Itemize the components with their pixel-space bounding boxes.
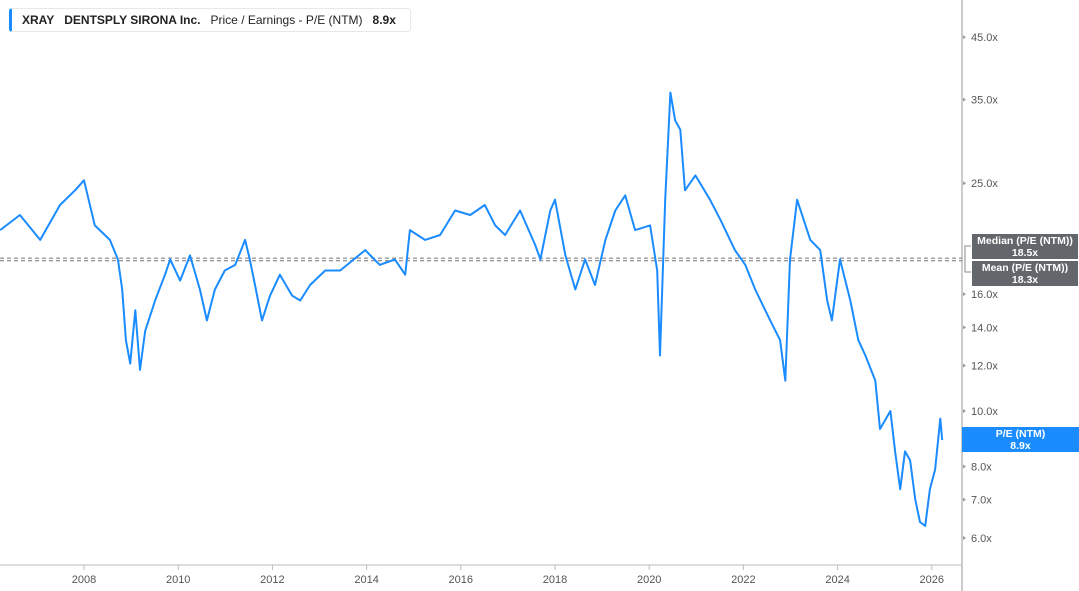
y-tick-label: 10.0x xyxy=(971,406,998,418)
y-tick-label: 14.0x xyxy=(971,322,998,334)
y-tick-mark xyxy=(963,35,966,40)
legend-company: DENTSPLY SIRONA Inc. xyxy=(64,13,201,27)
x-tick-label: 2014 xyxy=(354,574,378,586)
current-value-label: P/E (NTM) 8.9x xyxy=(962,427,1079,452)
y-tick-label: 7.0x xyxy=(971,495,992,507)
median-label: Median (P/E (NTM)) 18.5x xyxy=(972,234,1078,259)
mean-label-text: Mean (P/E (NTM)) xyxy=(981,262,1069,274)
mean-label: Mean (P/E (NTM)) 18.3x xyxy=(972,261,1078,286)
x-tick-label: 2012 xyxy=(260,574,284,586)
y-tick-mark xyxy=(963,181,966,186)
current-label-value: 8.9x xyxy=(1010,440,1031,452)
y-tick-mark xyxy=(963,363,966,368)
y-tick-label: 25.0x xyxy=(971,178,998,190)
y-tick-mark xyxy=(963,97,966,102)
chart-legend: XRAY DENTSPLY SIRONA Inc. Price / Earnin… xyxy=(9,8,411,32)
y-tick-mark xyxy=(963,536,966,540)
y-tick-mark xyxy=(963,325,966,330)
x-tick-label: 2016 xyxy=(449,574,473,586)
x-tick-label: 2020 xyxy=(637,574,661,586)
reference-bracket xyxy=(964,245,971,273)
legend-value: 8.9x xyxy=(372,13,396,27)
median-label-value: 18.5x xyxy=(1011,247,1039,259)
y-tick-mark xyxy=(963,464,966,469)
x-tick-label: 2008 xyxy=(72,574,96,586)
y-tick-label: 12.0x xyxy=(971,361,998,373)
median-label-text: Median (P/E (NTM)) xyxy=(977,235,1073,247)
x-tick-label: 2022 xyxy=(731,574,755,586)
y-tick-label: 35.0x xyxy=(971,95,998,107)
current-label-text: P/E (NTM) xyxy=(995,428,1046,440)
x-tick-label: 2018 xyxy=(543,574,567,586)
x-tick-label: 2010 xyxy=(166,574,190,586)
y-tick-label: 6.0x xyxy=(971,533,992,545)
legend-ticker: XRAY xyxy=(22,13,55,27)
y-tick-mark xyxy=(963,292,966,297)
y-tick-label: 8.0x xyxy=(971,461,992,473)
y-tick-label: 45.0x xyxy=(971,32,998,44)
x-tick-label: 2026 xyxy=(920,574,944,586)
y-tick-mark xyxy=(963,409,966,414)
legend-metric: Price / Earnings - P/E (NTM) xyxy=(210,13,363,27)
y-tick-mark xyxy=(963,497,966,502)
mean-label-value: 18.3x xyxy=(1011,274,1039,286)
x-tick-label: 2024 xyxy=(825,574,849,586)
pe-series-line xyxy=(0,91,944,527)
y-tick-label: 16.0x xyxy=(971,289,998,301)
